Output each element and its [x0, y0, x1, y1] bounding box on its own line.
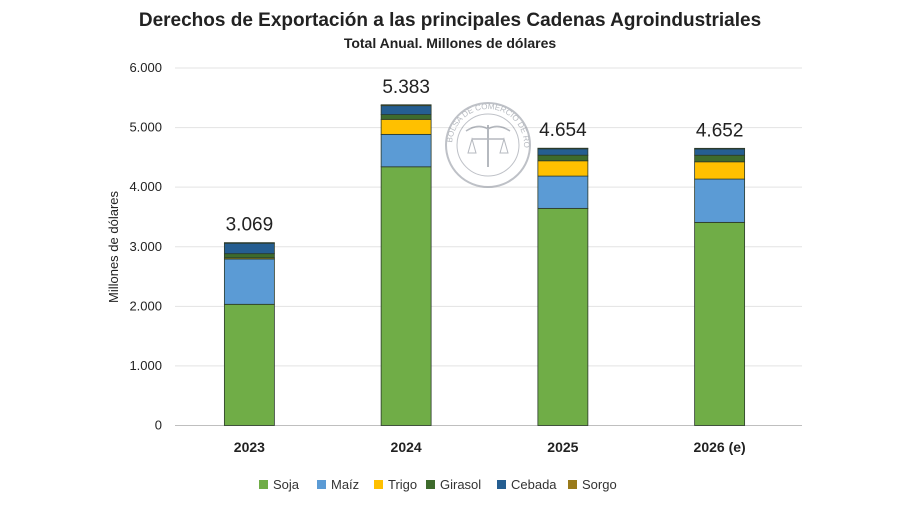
total-data-label: 4.654	[539, 120, 587, 141]
legend-swatch	[374, 480, 383, 489]
legend-swatch	[426, 480, 435, 489]
legend-item: Sorgo	[568, 477, 617, 492]
x-tick-label: 2026 (e)	[694, 439, 746, 455]
total-data-label: 3.069	[226, 215, 274, 236]
legend-label: Cebada	[511, 477, 557, 492]
bar-segment-trigo-2026e	[694, 161, 746, 180]
total-data-label: 4.652	[696, 120, 744, 141]
chart-title: Derechos de Exportación a las principale…	[139, 10, 761, 31]
y-tick-label: 2.000	[129, 298, 162, 313]
bar-segment-cebada-2025	[537, 148, 589, 156]
legend-item: Girasol	[426, 477, 481, 492]
bar-segment-maiz-2026e	[694, 178, 746, 223]
x-tick-label: 2023	[234, 439, 265, 455]
legend-label: Maíz	[331, 477, 359, 492]
legend-label: Soja	[273, 477, 300, 492]
chart-subtitle: Total Anual. Millones de dólares	[344, 35, 557, 51]
y-axis-label: Millones de dólares	[106, 191, 121, 304]
y-tick-label: 1.000	[129, 358, 162, 373]
legend-label: Girasol	[440, 477, 481, 492]
bar-segment-soja-2023	[223, 303, 275, 426]
bar-segment-soja-2025	[537, 207, 589, 426]
legend-label: Trigo	[388, 477, 417, 492]
bar-segment-girasol-2024	[380, 114, 432, 120]
bar-segment-soja-2026e	[694, 221, 746, 426]
y-tick-label: 0	[155, 418, 162, 433]
bar-segment-maiz-2024	[380, 133, 432, 168]
bar-segment-cebada-2023	[223, 242, 275, 255]
y-tick-label: 3.000	[129, 239, 162, 254]
bar-segment-maiz-2025	[537, 175, 589, 209]
bolsa-comercio-rosario-seal: BOLSA DE COMERCIO DE ROSARIO	[445, 102, 531, 188]
bar-segment-sorgo-2026e	[694, 147, 746, 150]
legend-item: Soja	[259, 477, 300, 492]
legend-swatch	[497, 480, 506, 489]
bar-segment-girasol-2026e	[694, 154, 746, 163]
legend-item: Cebada	[497, 477, 557, 492]
bar-segment-sorgo-2023	[223, 242, 275, 244]
legend-swatch	[259, 480, 268, 489]
bar-segment-girasol-2025	[537, 154, 589, 162]
legend-item: Trigo	[374, 477, 417, 492]
legend-swatch	[568, 480, 577, 489]
legend-swatch	[317, 480, 326, 489]
bar-segment-trigo-2025	[537, 160, 589, 177]
bar-segment-girasol-2023	[223, 253, 275, 259]
x-tick-label: 2025	[547, 439, 578, 455]
bar-segment-sorgo-2024	[380, 104, 432, 107]
y-tick-label: 4.000	[129, 179, 162, 194]
legend-label: Sorgo	[582, 477, 617, 492]
legend-item: Maíz	[317, 477, 359, 492]
bar-segment-cebada-2024	[380, 105, 432, 115]
bar-segment-sorgo-2025	[537, 147, 589, 150]
x-tick-label: 2024	[391, 439, 422, 455]
bar-segment-cebada-2026e	[694, 148, 746, 156]
bar-segment-soja-2024	[380, 166, 432, 426]
y-tick-label: 6.000	[129, 60, 162, 75]
bar-segment-trigo-2024	[380, 118, 432, 135]
y-tick-label: 5.000	[129, 120, 162, 135]
total-data-label: 5.383	[382, 77, 430, 98]
bar-segment-maiz-2023	[223, 258, 275, 305]
